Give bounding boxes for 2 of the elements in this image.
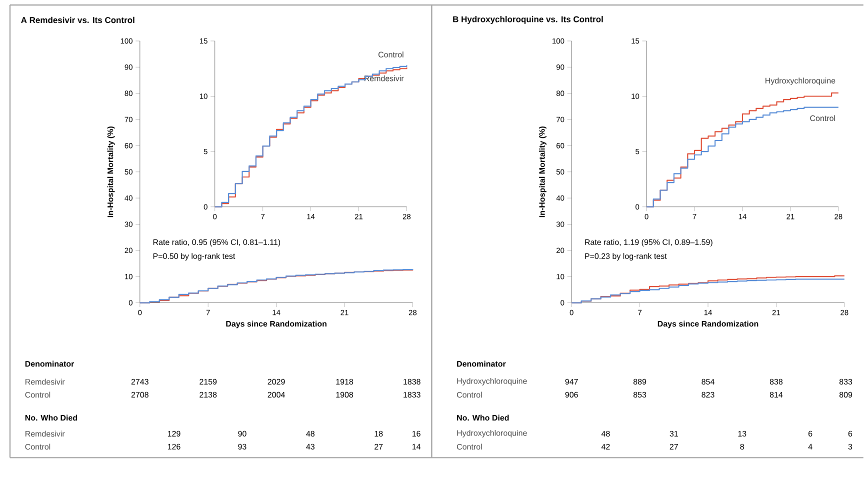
chart-title: B Hydroxychloroquine vs. Its Control	[453, 16, 603, 24]
chart-title: A Remdesivir vs. Its Control	[21, 17, 134, 24]
